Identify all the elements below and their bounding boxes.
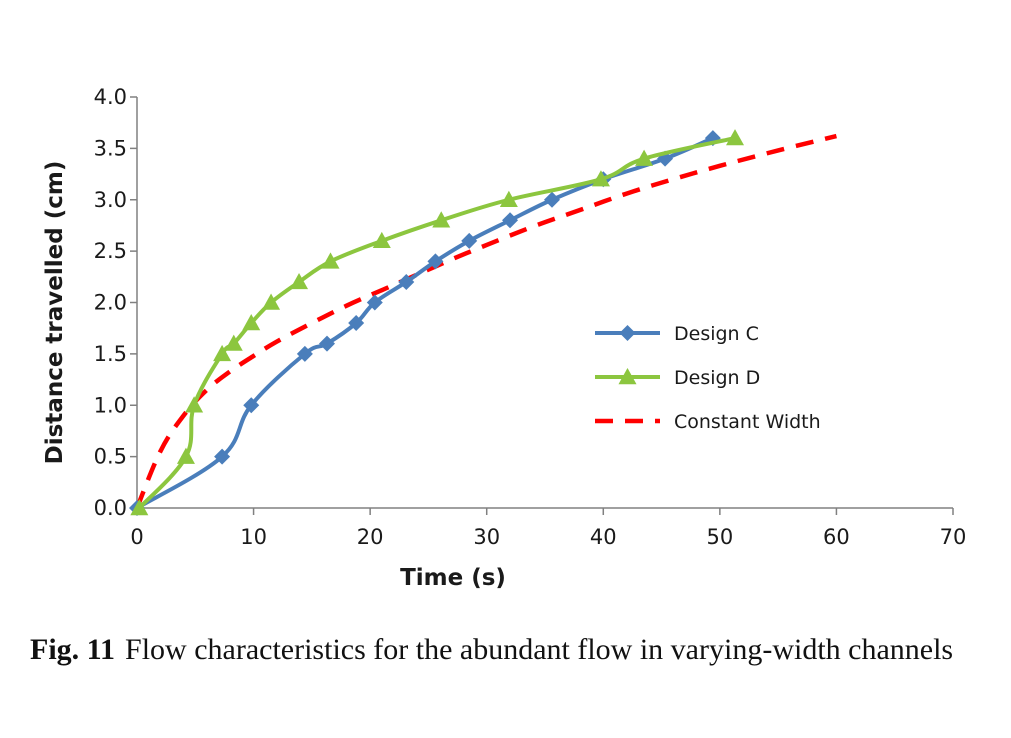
y-tick-label: 2.0: [94, 291, 127, 315]
data-point-design-c: [243, 397, 260, 414]
data-point-design-c: [319, 335, 336, 352]
series-design-c: [129, 130, 721, 516]
data-point-design-d: [591, 170, 610, 187]
data-point-design-d: [372, 231, 391, 249]
y-tick-label: 2.5: [94, 239, 127, 263]
data-point-design-d: [176, 447, 195, 464]
legend-marker-design-d: [618, 368, 637, 385]
y-tick-label: 3.5: [94, 136, 127, 160]
data-point-design-c: [348, 315, 365, 332]
data-point-design-c: [427, 253, 444, 270]
data-point-design-d: [432, 211, 451, 228]
x-tick-label: 70: [940, 525, 967, 549]
data-point-design-d: [290, 272, 309, 290]
data-point-design-c: [296, 345, 313, 362]
x-tick-label: 0: [130, 525, 143, 549]
y-tick-label: 0.0: [94, 496, 127, 520]
data-point-design-d: [262, 293, 281, 310]
data-point-design-c: [214, 448, 231, 465]
data-point-design-c: [543, 191, 560, 208]
data-point-design-d: [213, 344, 232, 362]
legend-label-constant-width: Constant Width: [674, 411, 821, 433]
x-tick-label: 20: [357, 525, 384, 549]
x-tick-label: 60: [823, 525, 850, 549]
series-line-design-d: [137, 136, 736, 510]
tick-labels: 0 10 20 30 40 50 60 70 0.0 0.5 1.0 1.5 2.0 2.5 3.0 3.5 4…: [94, 85, 967, 549]
legend-label-design-d: Design D: [674, 367, 760, 389]
y-axis-title: Distance travelled (cm): [42, 161, 68, 465]
x-axis-title: Time (s): [400, 565, 506, 591]
y-tick-label: 3.0: [94, 188, 127, 212]
data-point-design-c: [366, 294, 383, 311]
data-point-design-d: [224, 334, 243, 351]
y-tick-label: 4.0: [94, 85, 127, 109]
y-tick-label: 0.5: [94, 445, 127, 469]
data-point-design-d: [242, 314, 261, 331]
data-point-design-d: [635, 149, 654, 166]
data-point-design-c: [502, 212, 519, 229]
x-tick-label: 50: [706, 525, 733, 549]
series-design-d: [130, 129, 745, 516]
data-point-design-c: [461, 232, 478, 249]
x-tick-label: 40: [590, 525, 617, 549]
data-point-design-d: [130, 499, 149, 516]
axes: [130, 96, 954, 515]
y-tick-label: 1.5: [94, 342, 127, 366]
data-point-design-d: [499, 190, 518, 207]
legend-label-design-c: Design C: [674, 323, 759, 345]
y-tick-label: 1.0: [94, 393, 127, 417]
x-tick-label: 30: [473, 525, 500, 549]
series-layer: [129, 129, 837, 516]
data-point-design-d: [321, 252, 340, 269]
x-tick-label: 10: [240, 525, 267, 549]
legend: Design C Design D Constant Width: [595, 323, 821, 433]
data-point-design-d: [726, 129, 745, 146]
figure-label: Fig. 11: [30, 633, 116, 666]
caption-text: Flow characteristics for the abundant fl…: [125, 633, 954, 666]
figure-caption: Fig. 11 Flow characteristics for the abun…: [30, 630, 985, 670]
data-point-design-d: [185, 396, 204, 413]
legend-marker-design-c: [619, 325, 636, 341]
chart: 0 10 20 30 40 50 60 70 0.0 0.5 1.0 1.5 2.0 2.5 3.0 3.5 4…: [42, 85, 967, 591]
data-point-design-c: [398, 273, 415, 290]
